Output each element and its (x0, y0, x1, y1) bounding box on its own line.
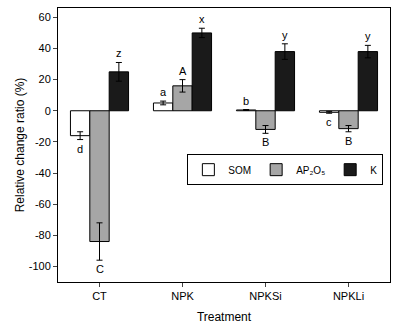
svg-text:B: B (345, 135, 352, 147)
svg-text:-20: -20 (35, 136, 51, 148)
svg-text:c: c (326, 116, 332, 128)
svg-text:40: 40 (39, 42, 51, 54)
svg-text:K: K (370, 165, 377, 176)
svg-text:60: 60 (39, 11, 51, 23)
svg-text:B: B (262, 136, 269, 148)
svg-text:x: x (199, 13, 205, 25)
svg-text:-100: -100 (29, 260, 51, 272)
svg-text:Relative change ratio (%): Relative change ratio (%) (13, 78, 27, 213)
svg-text:C: C (96, 263, 104, 275)
svg-text:20: 20 (39, 73, 51, 85)
svg-text:y: y (365, 30, 371, 42)
svg-text:A: A (179, 65, 187, 77)
svg-text:y: y (282, 29, 288, 41)
svg-text:d: d (77, 143, 83, 155)
svg-text:SOM: SOM (228, 165, 251, 176)
svg-text:Treatment: Treatment (197, 310, 252, 324)
svg-text:NPK: NPK (171, 290, 194, 302)
svg-text:z: z (116, 47, 122, 59)
svg-text:CT: CT (92, 290, 107, 302)
svg-text:-60: -60 (35, 198, 51, 210)
svg-text:NPKLi: NPKLi (333, 290, 364, 302)
svg-text:-80: -80 (35, 229, 51, 241)
svg-text:AP₂O₅: AP₂O₅ (296, 165, 325, 176)
svg-text:b: b (243, 95, 249, 107)
svg-text:0: 0 (45, 105, 51, 117)
svg-text:a: a (160, 86, 167, 98)
svg-text:NPKSi: NPKSi (249, 290, 281, 302)
svg-text:-40: -40 (35, 167, 51, 179)
